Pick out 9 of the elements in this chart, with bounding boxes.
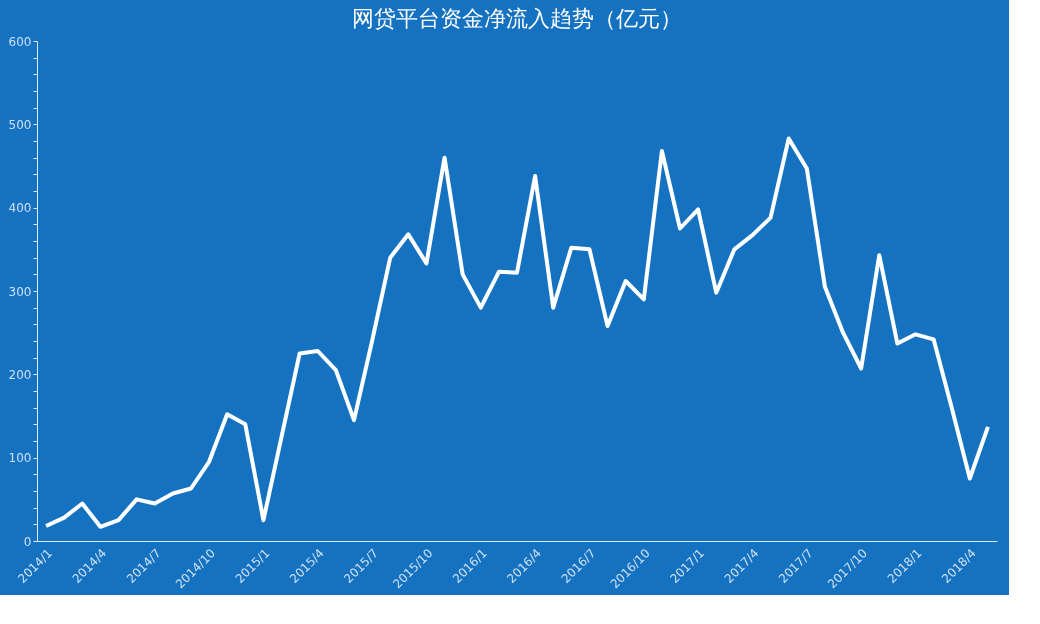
chart-title: 网贷平台资金净流入趋势（亿元） — [352, 6, 682, 31]
y-tick-label: 400 — [8, 201, 32, 216]
y-tick-label: 300 — [8, 284, 32, 299]
y-tick-label: 0 — [23, 534, 32, 549]
y-tick-label: 600 — [8, 34, 32, 49]
y-tick-label: 100 — [8, 451, 32, 466]
y-tick-label: 500 — [8, 117, 32, 132]
y-tick-label: 200 — [8, 367, 32, 382]
line-series — [44, 136, 990, 529]
